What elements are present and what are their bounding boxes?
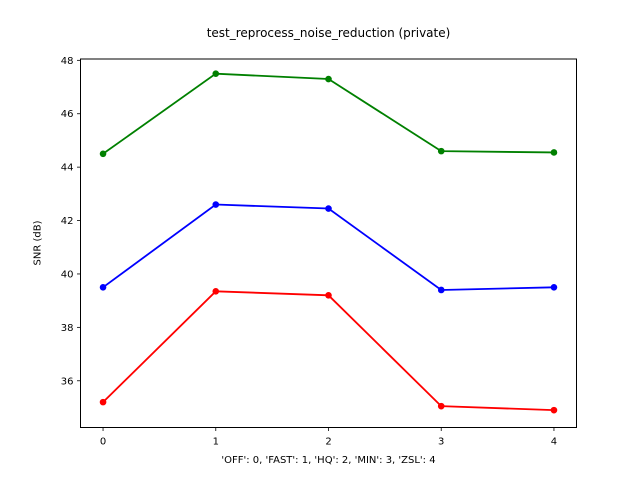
x-tick-label: 2 [325, 437, 331, 448]
red-series-marker [550, 406, 558, 414]
blue-series-marker [437, 286, 445, 294]
blue-series-marker [99, 284, 107, 291]
green-series-line [102, 72, 555, 155]
blue-series-marker [550, 284, 558, 291]
red-series-marker [437, 402, 445, 410]
x-axis-label: 'OFF': 0, 'FAST': 1, 'HQ': 2, 'MIN': 3, … [221, 455, 436, 466]
blue-series-marker [212, 201, 220, 208]
blue-series-line [102, 203, 555, 291]
y-tick-label: 48 [61, 56, 74, 67]
y-tick-label: 42 [61, 216, 74, 227]
y-tick-label: 36 [61, 376, 74, 387]
blue-series-marker [325, 205, 332, 212]
x-tick-label: 0 [100, 437, 106, 448]
y-tick-label: 46 [61, 109, 74, 120]
green-series-marker [99, 150, 107, 158]
x-tick-label: 4 [551, 437, 557, 448]
red-series-line [102, 290, 555, 412]
green-series-marker [550, 149, 558, 156]
y-tick-label: 40 [61, 269, 74, 280]
y-tick-label: 38 [61, 323, 74, 334]
red-series-marker [99, 398, 107, 406]
chart-title: test_reprocess_noise_reduction (private) [206, 26, 451, 40]
x-tick-label: 1 [213, 437, 219, 448]
y-axis-label: SNR (dB) [32, 220, 44, 266]
red-series-marker [325, 292, 332, 299]
plot-border [80, 58, 577, 428]
x-tick-label: 3 [438, 437, 444, 448]
y-tick-label: 44 [61, 163, 74, 174]
green-series-marker [212, 70, 220, 77]
red-series-marker [212, 288, 220, 295]
green-series-marker [325, 75, 332, 83]
green-series-marker [437, 147, 445, 155]
